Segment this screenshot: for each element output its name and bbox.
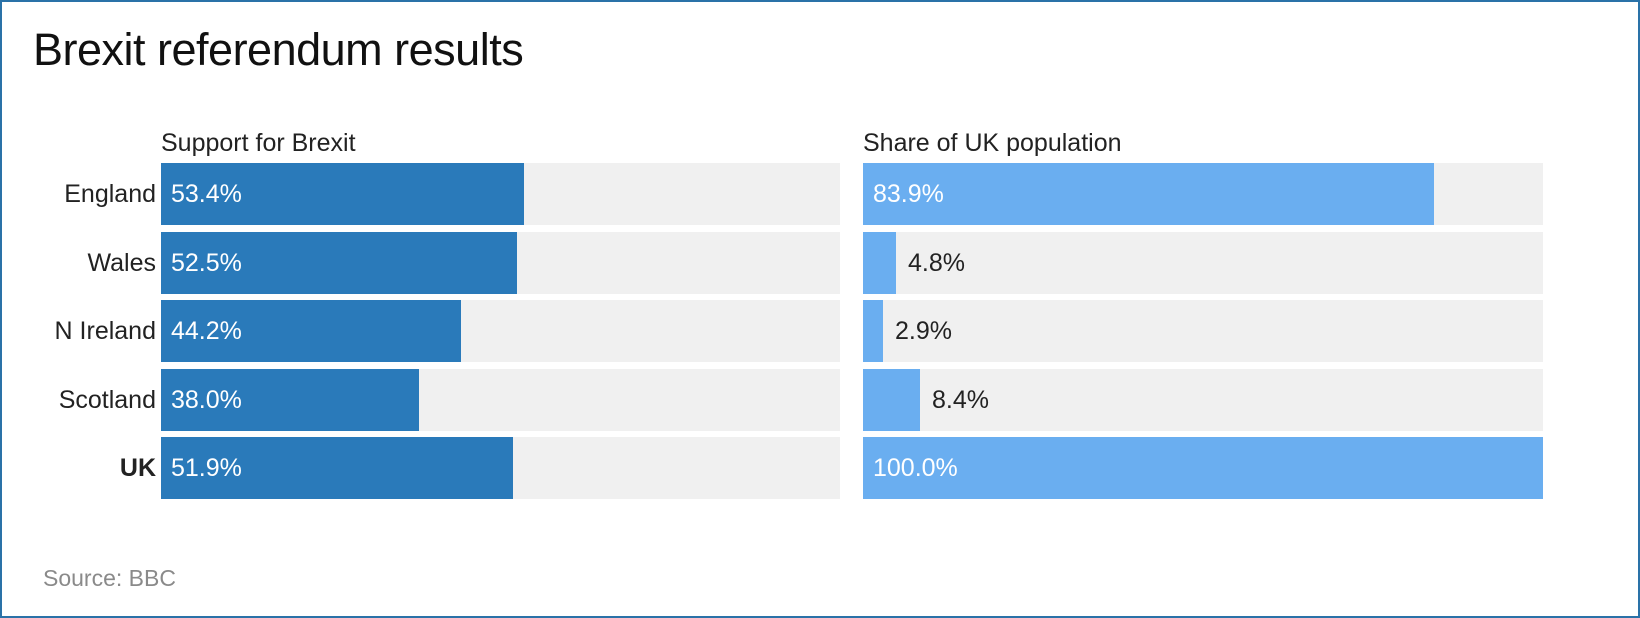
- bar-track-n-ireland: 2.9%: [863, 300, 1543, 362]
- bar-uk: [161, 437, 513, 499]
- value-label-uk: 100.0%: [873, 454, 958, 482]
- value-label-n-ireland: 2.9%: [895, 317, 952, 345]
- bar-n-ireland: [863, 300, 883, 362]
- panel-title-population: Share of UK population: [863, 129, 1122, 157]
- row-label-n-ireland: N Ireland: [54, 317, 156, 345]
- row-label-uk: UK: [119, 454, 156, 482]
- bar-track-scotland: 8.4%: [863, 368, 1543, 431]
- bar-track-wales: 52.5%: [161, 231, 840, 294]
- value-label-england: 83.9%: [873, 180, 944, 208]
- row-label-wales: Wales: [87, 248, 156, 277]
- value-label-scotland: 8.4%: [932, 385, 989, 414]
- bar-track-n-ireland: 44.2%: [161, 300, 840, 362]
- source-note: Source: BBC: [43, 565, 176, 591]
- bar-scotland: [863, 368, 920, 431]
- value-label-n-ireland: 44.2%: [171, 317, 242, 345]
- bar-wales: [863, 231, 896, 294]
- panel-title-support: Support for Brexit: [161, 129, 356, 157]
- bar-track-wales: 4.8%: [863, 231, 1543, 294]
- value-label-wales: 4.8%: [908, 248, 965, 277]
- bar-england: [863, 163, 1434, 225]
- bar-track-england: 53.4%: [161, 163, 840, 225]
- bar-track-scotland: 38.0%: [161, 368, 840, 431]
- bar-track-uk: 51.9%: [161, 437, 840, 499]
- bar-wales: [161, 231, 517, 294]
- row-label-scotland: Scotland: [58, 385, 156, 414]
- row-label-england: England: [64, 180, 156, 208]
- bar-scotland: [161, 368, 419, 431]
- value-label-uk: 51.9%: [171, 454, 242, 482]
- bar-track-england: 83.9%: [863, 163, 1543, 225]
- value-label-england: 53.4%: [171, 180, 242, 208]
- value-label-wales: 52.5%: [171, 248, 242, 277]
- bar-england: [161, 163, 524, 225]
- value-label-scotland: 38.0%: [171, 385, 242, 414]
- bar-n-ireland: [161, 300, 461, 362]
- bar-uk: [863, 437, 1543, 499]
- chart-title: Brexit referendum results: [33, 24, 524, 75]
- bar-track-uk: 100.0%: [863, 437, 1543, 499]
